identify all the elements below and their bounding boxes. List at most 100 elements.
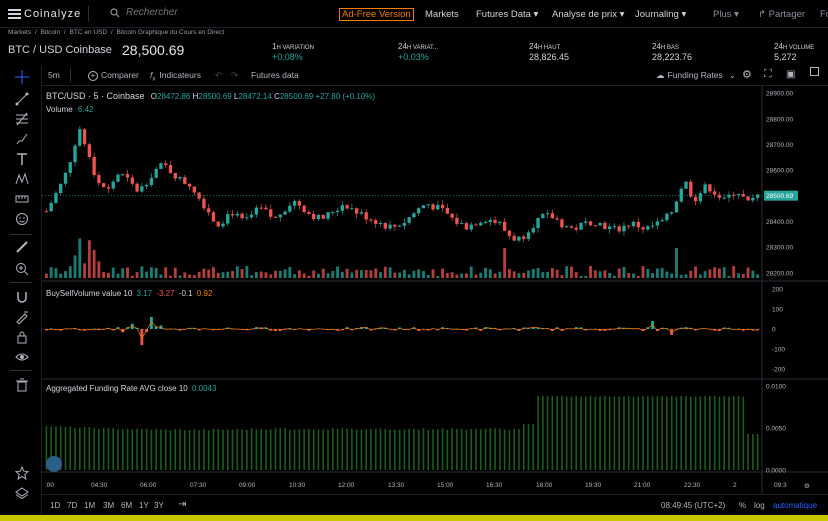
volume-bar xyxy=(164,267,168,278)
bottom-bar: 1D 7D 1M 3M 6M 1Y 3Y ⇥ 08:49:45 (UTC+2) … xyxy=(42,494,828,514)
redo-icon[interactable]: ↷ xyxy=(231,70,239,80)
logo[interactable]: Coinalyze xyxy=(24,8,82,20)
trend-line-icon[interactable] xyxy=(15,92,29,106)
candle-body xyxy=(92,157,96,176)
volume-bar xyxy=(393,272,397,278)
lock-icon[interactable] xyxy=(15,330,29,344)
goto-date-icon[interactable]: ⇥ xyxy=(178,499,187,510)
bsv-bar xyxy=(722,327,726,329)
bsv-line xyxy=(46,321,758,339)
volume-bar xyxy=(422,271,425,278)
bsv-bar xyxy=(727,327,731,329)
trash-icon[interactable] xyxy=(15,378,29,392)
nav-futures-data[interactable]: Futures Data ▾ xyxy=(476,9,539,20)
nav-markets[interactable]: Markets xyxy=(425,9,459,20)
volume-bar xyxy=(746,267,750,278)
hamburger-menu-icon[interactable] xyxy=(8,9,21,19)
candle-body xyxy=(459,223,464,225)
percent-toggle[interactable]: % xyxy=(739,501,747,510)
volume-bar xyxy=(183,272,187,278)
stay-drawing-icon[interactable] xyxy=(15,310,29,325)
price-chart[interactable]: 28900.00 28800.00 28700.00 28600.00 28500.69… xyxy=(42,86,828,494)
candle-body xyxy=(665,213,669,221)
pattern-icon[interactable] xyxy=(15,172,29,186)
candle-body xyxy=(378,223,383,225)
candle-body xyxy=(240,213,244,219)
breadcrumb-bitcoin[interactable]: Bitcoin xyxy=(40,29,61,36)
range-6m[interactable]: 6M xyxy=(121,501,133,510)
candle-body xyxy=(245,217,249,219)
range-1m[interactable]: 1M xyxy=(84,501,96,510)
time-tick-label: 19:30 xyxy=(585,482,602,489)
candle-body xyxy=(670,212,674,214)
chart-canvas[interactable]: 28900.00 28800.00 28700.00 28600.00 28500.69… xyxy=(42,86,828,494)
undo-icon[interactable]: ↶ xyxy=(215,70,223,80)
crosshair-icon[interactable] xyxy=(15,70,29,84)
nav-language[interactable]: Fr xyxy=(820,9,828,20)
fib-icon[interactable] xyxy=(15,112,29,126)
search-icon[interactable] xyxy=(110,8,120,18)
range-1d[interactable]: 1D xyxy=(50,501,61,510)
range-1y[interactable]: 1Y xyxy=(139,501,149,510)
log-toggle[interactable]: log xyxy=(754,501,765,510)
divider xyxy=(10,370,32,371)
range-7d[interactable]: 7D xyxy=(67,501,78,510)
share-button[interactable]: ↱ Partager xyxy=(758,9,805,20)
compare-button[interactable]: + Comparer xyxy=(88,70,139,81)
candle-body xyxy=(259,207,263,209)
volume-bar xyxy=(570,266,573,278)
candle-body xyxy=(345,205,349,209)
last-price-tag xyxy=(764,190,798,201)
measure-icon[interactable] xyxy=(15,192,29,206)
breadcrumb-markets[interactable]: Markets xyxy=(8,29,32,36)
camera-icon[interactable]: ▣ xyxy=(786,69,796,80)
range-3m[interactable]: 3M xyxy=(103,501,115,510)
zoom-in-icon[interactable] xyxy=(15,262,29,276)
bsv-bars xyxy=(44,317,760,345)
nav-analyse-prix[interactable]: Analyse de prix ▾ xyxy=(552,9,625,20)
breadcrumb-sep: / xyxy=(34,29,37,36)
volume-bar xyxy=(197,271,201,278)
eye-icon[interactable] xyxy=(15,350,29,364)
auto-scale-toggle[interactable]: automatique xyxy=(773,501,818,510)
search-input[interactable] xyxy=(126,7,276,18)
bsv-bar xyxy=(254,327,258,329)
volume-bar xyxy=(278,270,282,278)
funding-legend: Aggregated Funding Rate AVG close 10 0.0… xyxy=(46,384,216,393)
candle-body xyxy=(226,214,230,224)
brush-icon[interactable] xyxy=(15,132,29,146)
breadcrumb: Markets / Bitcoin / BTC en USD / Bitcoin… xyxy=(8,29,226,36)
indicators-label: Indicateurs xyxy=(159,70,201,80)
funding-rates-button[interactable]: ☁ Funding Rates ⌄ xyxy=(656,70,736,81)
ad-free-button[interactable]: Ad-Free Version xyxy=(339,8,414,21)
star-icon[interactable] xyxy=(14,465,30,481)
ruler-icon[interactable] xyxy=(15,240,29,254)
candle-body xyxy=(78,129,82,146)
clock-time[interactable]: 08:49:45 (UTC+2) xyxy=(661,501,726,510)
volume-bar xyxy=(355,269,359,278)
emoji-icon[interactable] xyxy=(15,212,29,226)
interval-selector[interactable]: 5m xyxy=(48,70,60,80)
candle-body xyxy=(187,183,192,187)
stat-value: 28,826.45 xyxy=(529,52,570,62)
magnet-icon[interactable] xyxy=(15,290,29,304)
candle-body xyxy=(178,177,182,179)
volume-value: 6.42 xyxy=(77,105,94,114)
bsv-bar xyxy=(531,327,535,329)
nav-journaling[interactable]: Journaling ▾ xyxy=(635,9,687,20)
volume-bar xyxy=(417,269,421,278)
candle-body xyxy=(717,194,722,198)
layers-icon[interactable] xyxy=(15,486,29,500)
futures-data-button[interactable]: Futures data xyxy=(251,70,299,80)
range-3y[interactable]: 3Y xyxy=(154,501,164,510)
indicators-button[interactable]: fx Indicateurs xyxy=(150,70,201,83)
text-icon[interactable] xyxy=(15,152,29,166)
gear-icon[interactable]: ⚙ xyxy=(742,69,752,81)
coinalyze-watermark-icon xyxy=(46,456,62,472)
popout-icon[interactable] xyxy=(810,67,819,76)
breadcrumb-btc-usd[interactable]: BTC en USD xyxy=(69,29,108,36)
bsv-bar xyxy=(694,329,697,331)
volume-bar xyxy=(192,275,196,278)
nav-plus[interactable]: Plus ▾ xyxy=(713,9,739,20)
fullscreen-icon[interactable]: ⛶ xyxy=(764,68,772,80)
